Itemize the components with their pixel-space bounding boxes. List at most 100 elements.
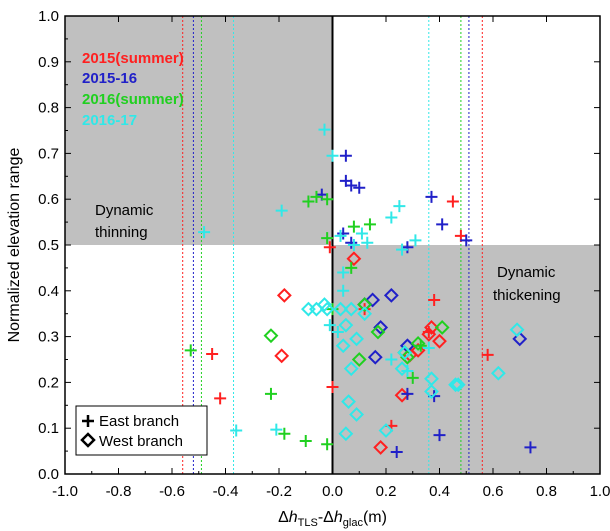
west-point-1-8 — [421, 326, 437, 342]
east-point-6-10 — [347, 239, 360, 251]
east-point-4-4 — [363, 218, 376, 231]
west-point-7-18 — [424, 384, 439, 399]
east-point-2-13 — [433, 429, 446, 442]
east-point-6-1 — [326, 149, 339, 162]
west-point-7-21 — [490, 365, 506, 381]
east-point-2-3 — [345, 179, 358, 192]
region-label-thinning-line2: thinning — [95, 224, 148, 241]
legend-box — [75, 405, 208, 456]
east-point-0-9 — [358, 303, 371, 316]
west-point-7-3 — [319, 301, 335, 317]
west-point-7-16 — [394, 361, 410, 377]
period-label-2016-summer: 2016(summer) — [82, 91, 184, 108]
east-point-4-11 — [299, 435, 312, 448]
west-point-7-9 — [335, 338, 351, 354]
x-tick-label-7: 0.4 — [429, 483, 450, 500]
west-point-7-5 — [343, 301, 359, 317]
east-point-6-19 — [230, 424, 243, 437]
east-point-6-17 — [385, 353, 398, 366]
east-point-2-10 — [345, 236, 358, 249]
east-point-2-5 — [425, 190, 438, 203]
west-point-1-7 — [424, 320, 439, 335]
west-point-7-13 — [378, 423, 394, 438]
west-point-1-2 — [274, 348, 290, 364]
x-tick-label-9: 0.8 — [536, 483, 557, 500]
period-label-2016-17: 2016-17 — [82, 112, 137, 129]
east-point-6-8 — [409, 234, 422, 247]
shaded-regions — [65, 16, 600, 474]
diamond-marker-icon — [80, 432, 96, 448]
east-point-6-9 — [361, 236, 374, 249]
east-point-4-8 — [184, 344, 197, 357]
east-point-6-20 — [270, 423, 283, 436]
y-tick-label-0: 0.0 — [38, 466, 59, 483]
region-label-thickening-line2: thickening — [493, 287, 561, 304]
legend-label-east-branch: East branch — [99, 413, 179, 430]
legend-plus-shape — [82, 415, 94, 427]
east-point-4-1 — [310, 190, 323, 203]
east-point-2-15 — [524, 441, 537, 454]
axis-ticks: -1.0 -0.8 -0.6 -0.4 -0.2 0.0 0.2 0.4 0.6 0.8 1.0 0.… — [38, 8, 610, 500]
west-point-5-2 — [370, 324, 386, 340]
east-point-0-6 — [214, 392, 227, 405]
x-axis-title-unit: (m) — [363, 509, 387, 526]
east-point-6-2 — [393, 200, 406, 213]
west-point-7-6 — [357, 306, 373, 322]
x-tick-label-4: -0.2 — [266, 483, 292, 500]
west-point-7-4 — [333, 301, 348, 317]
legend: East branch West branch — [75, 405, 208, 456]
y-tick-label-2: 0.2 — [38, 374, 59, 391]
east-point-4-6 — [345, 261, 358, 274]
x-tick-label-2: -0.6 — [159, 483, 185, 500]
east-point-6-6 — [355, 227, 368, 240]
west-point-7-11 — [341, 394, 356, 410]
west-point-3-3 — [373, 320, 389, 335]
east-point-6-16 — [422, 342, 435, 355]
y-tick-label-8: 0.8 — [38, 100, 59, 117]
west-point-7-7 — [338, 317, 354, 333]
y-tick-label-1: 0.1 — [38, 420, 59, 437]
period-label-2015-summer: 2015(summer) — [82, 50, 184, 67]
east-point-4-10 — [278, 427, 291, 440]
x-tick-label-3: -0.4 — [213, 483, 239, 500]
west-point-7-8 — [349, 331, 364, 347]
west-point-7-1 — [301, 301, 316, 317]
east-point-2-4 — [353, 181, 366, 194]
region-label-thickening-line1: Dynamic — [497, 264, 556, 281]
east-point-4-12 — [321, 438, 334, 451]
east-point-6-12 — [337, 266, 350, 279]
west-point-3-1 — [365, 292, 381, 308]
west-point-7-15 — [397, 345, 413, 361]
west-point-7-2 — [309, 301, 324, 317]
east-point-0-8 — [326, 380, 339, 393]
region-label-thinning-line1: Dynamic — [95, 202, 154, 219]
x-tick-label-1: -0.8 — [106, 483, 132, 500]
west-point-5-3 — [351, 352, 367, 367]
east-point-2-9 — [401, 241, 414, 254]
east-point-2-7 — [337, 227, 350, 240]
period-label-2015-16: 2015-16 — [82, 70, 137, 87]
west-point-3-6 — [512, 331, 528, 347]
west-point-1-1 — [346, 251, 362, 267]
shaded-region-1 — [332, 245, 600, 474]
east-point-2-1 — [339, 149, 352, 162]
west-point-7-22 — [509, 322, 525, 338]
east-point-4-0 — [302, 195, 315, 208]
data-points — [184, 123, 537, 459]
y-tick-label-7: 0.7 — [38, 145, 59, 162]
x-axis-title-h-2: h — [334, 509, 343, 526]
east-point-2-14 — [390, 446, 403, 459]
east-point-6-11 — [396, 243, 409, 256]
y-tick-label-4: 0.4 — [38, 283, 59, 300]
east-point-0-5 — [206, 348, 219, 361]
west-point-7-14 — [338, 426, 354, 442]
west-point-7-19 — [448, 377, 463, 393]
east-point-4-7 — [406, 371, 419, 384]
west-point-7-20 — [450, 377, 466, 393]
east-point-4-5 — [321, 232, 334, 245]
x-axis-title-sub-glac: glac — [343, 517, 364, 529]
west-point-1-4 — [373, 440, 389, 455]
shaded-region-0 — [65, 16, 333, 245]
west-point-5-1 — [357, 297, 373, 312]
